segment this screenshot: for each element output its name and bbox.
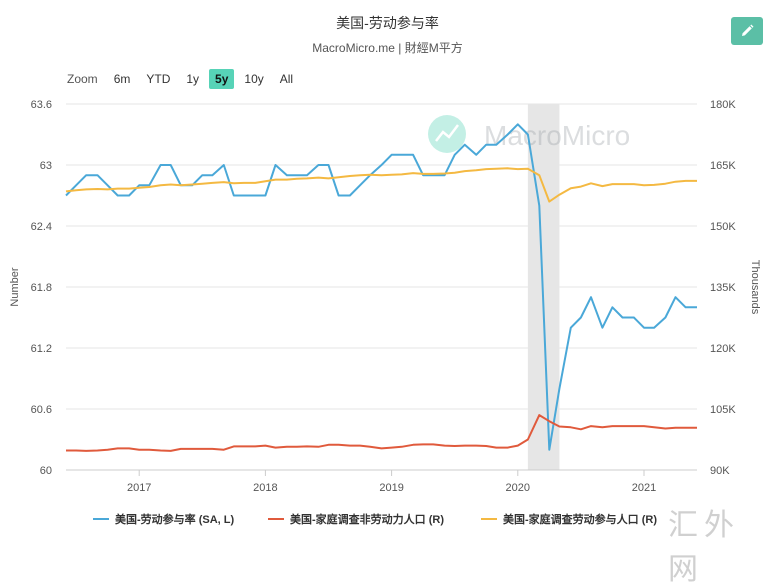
left-y-ticks: 63.6 63 62.4 61.8 61.2 60.6 60 [31,99,52,477]
left-y-tick-label: 60.6 [31,404,52,416]
right-y-axis-label: Thousands [749,260,761,315]
x-ticks: 2017 2018 2019 2020 2021 [127,470,656,494]
zoom-6m-button[interactable]: 6m [113,72,131,86]
x-tick-label: 2021 [632,482,656,494]
corner-watermark: 汇外网 [668,508,740,587]
right-y-tick-label: 180K [710,99,736,111]
x-tick-label: 2018 [253,482,277,494]
gridlines [66,103,697,471]
series-labor-force-line [65,167,697,203]
left-y-tick-label: 62.4 [31,221,52,233]
left-y-tick-label: 61.8 [31,282,52,294]
series-participation-rate-line [65,123,697,451]
right-y-tick-label: 150K [710,221,736,233]
right-y-tick-label: 120K [710,343,736,355]
legend-label-labor-force: 美国-家庭调查劳动参与人口 (R) [503,512,657,526]
right-y-tick-label: 105K [710,404,736,416]
right-y-tick-label: 135K [710,282,736,294]
right-y-tick-label: 90K [710,465,730,477]
zoom-bar: Zoom 6m YTD 1y 5y 10y All [67,68,303,90]
series-not-in-labor-force-line [66,414,697,452]
legend-item-labor-force[interactable]: 美国-家庭调查劳动参与人口 (R) [481,512,657,526]
legend: 美国-劳动参与率 (SA, L) 美国-家庭调查非劳动力人口 (R) 美国-家庭… [93,512,657,526]
legend-item-not-in-labor-force[interactable]: 美国-家庭调查非劳动力人口 (R) [268,512,444,526]
zoom-ytd-button[interactable]: YTD [146,72,171,86]
zoom-1y-button[interactable]: 1y [186,72,200,86]
chart-title: 美国-劳动参与率 [336,15,439,31]
left-y-tick-label: 63.6 [31,99,52,111]
left-y-tick-label: 61.2 [31,343,52,355]
left-y-axis-label: Number [9,267,21,306]
right-y-ticks: 180K 165K 150K 135K 120K 105K 90K [710,99,736,477]
legend-item-participation-rate[interactable]: 美国-劳动参与率 (SA, L) [93,512,234,526]
right-y-tick-label: 165K [710,160,736,172]
zoom-label: Zoom [67,72,98,86]
macromicro-logo: MacroMicro [428,115,630,153]
zoom-10y-button[interactable]: 10y [244,72,264,86]
x-tick-label: 2019 [379,482,403,494]
chart-area: MacroMicro 63.6 63 62.4 61.8 61.2 60.6 60 180K… [9,99,761,526]
legend-label-not-in-labor-force: 美国-家庭调查非劳动力人口 (R) [290,512,444,526]
legend-label-participation-rate: 美国-劳动参与率 (SA, L) [115,512,234,526]
zoom-5y-button[interactable]: 5y [209,69,235,89]
x-tick-label: 2017 [127,482,151,494]
left-y-tick-label: 63 [40,160,52,172]
watermark-logo-text: MacroMicro [484,120,630,151]
zoom-all-button[interactable]: All [279,72,294,86]
edit-button[interactable] [731,17,763,45]
pencil-icon [742,24,754,36]
left-y-tick-label: 60 [40,465,52,477]
x-tick-label: 2020 [506,482,530,494]
chart-subtitle: MacroMicro.me | 財經M平方 [312,41,463,55]
